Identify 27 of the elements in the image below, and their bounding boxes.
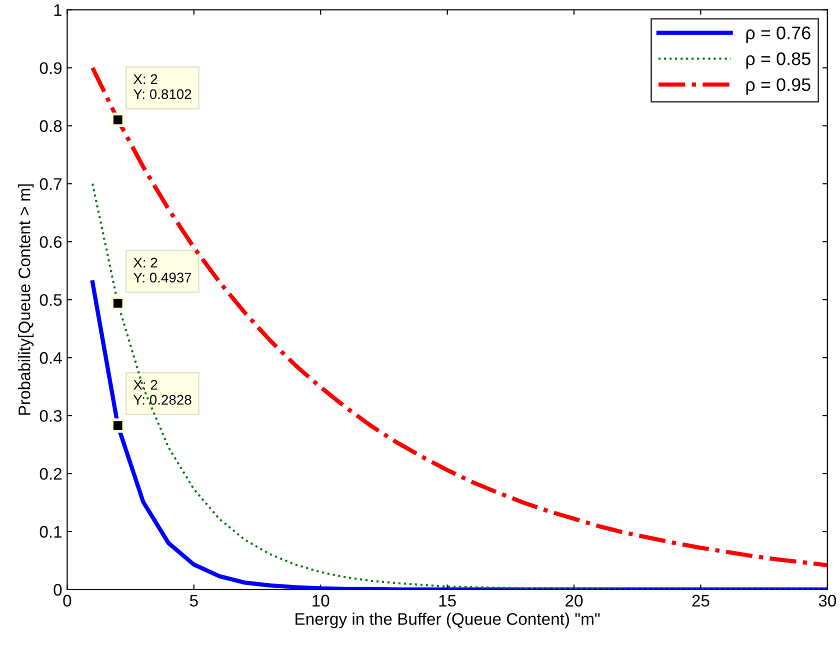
- x-tick-label: 25: [692, 594, 710, 607]
- y-tick-label: 0.6: [40, 236, 62, 248]
- legend-label: ρ = 0.76: [746, 26, 810, 43]
- x-tick-label: 30: [818, 594, 836, 607]
- y-tick-label: 0.5: [40, 294, 62, 306]
- data-label: X: 2 Y: 0.2828: [133, 380, 192, 405]
- x-tick-label: 20: [566, 594, 583, 607]
- y-tick-label: 1: [54, 4, 62, 16]
- x-tick-label: 5: [190, 594, 198, 607]
- legend-label: ρ = 0.95: [746, 78, 810, 95]
- y-tick-label: 0.3: [40, 410, 62, 422]
- x-tick-label: 15: [439, 594, 456, 607]
- y-tick-label: 0.2: [40, 468, 62, 480]
- y-tick-label: 0.4: [40, 352, 62, 364]
- line-series: [91, 182, 828, 590]
- y-axis-title: Probability[Queue Content > m]: [18, 184, 34, 415]
- x-tick-label: 10: [312, 594, 330, 607]
- data-label: X: 2 Y: 0.4937: [133, 258, 192, 283]
- y-tick-label: 0: [54, 584, 62, 596]
- x-tick-label: 0: [63, 594, 72, 607]
- y-tick-label: 0.7: [40, 178, 62, 190]
- x-axis-title: Energy in the Buffer (Queue Content) "m": [296, 612, 600, 628]
- y-tick-label: 0.8: [40, 120, 62, 132]
- legend-label: ρ = 0.85: [746, 52, 810, 69]
- y-tick-label: 0.9: [40, 62, 62, 74]
- data-label: X: 2 Y: 0.8102: [133, 74, 192, 100]
- y-tick-label: 0.1: [40, 526, 62, 538]
